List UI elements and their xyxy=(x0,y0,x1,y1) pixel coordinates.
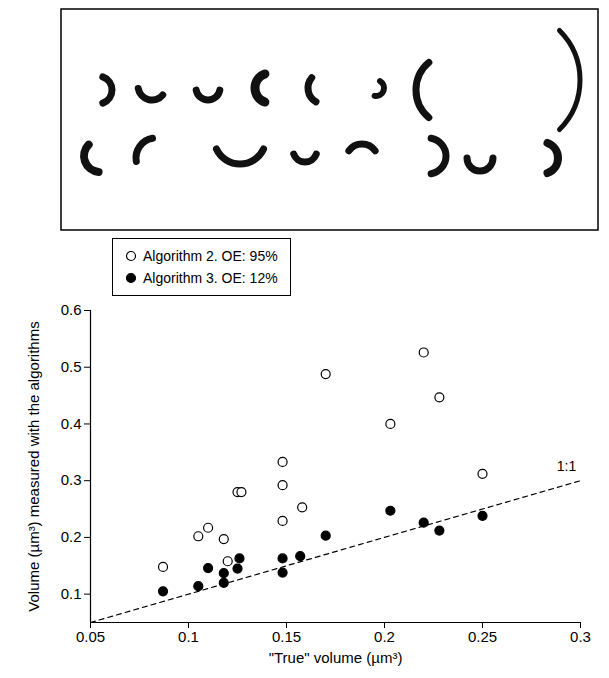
svg-text:0.2: 0.2 xyxy=(374,628,395,645)
svg-text:0.05: 0.05 xyxy=(76,628,105,645)
svg-text:Volume (µm³) measured with the: Volume (µm³) measured with the algorithm… xyxy=(25,321,42,611)
svg-text:0.2: 0.2 xyxy=(61,528,82,545)
svg-text:0.1: 0.1 xyxy=(61,585,82,602)
svg-text:0.15: 0.15 xyxy=(272,628,301,645)
svg-text:0.6: 0.6 xyxy=(61,301,82,318)
svg-text:0.4: 0.4 xyxy=(61,415,82,432)
svg-text:0.3: 0.3 xyxy=(61,471,82,488)
html-text:Algorithm 2. OE: 95%: Algorithm 2. OE: 95% xyxy=(143,248,278,264)
svg-text:1:1: 1:1 xyxy=(557,458,577,474)
svg-text:0.1: 0.1 xyxy=(178,628,199,645)
svg-text:0.5: 0.5 xyxy=(61,358,82,375)
svg-text:"True" volume (µm³): "True" volume (µm³) xyxy=(269,649,403,666)
svg-text:0.25: 0.25 xyxy=(468,628,497,645)
html-text:Algorithm 3. OE: 12%: Algorithm 3. OE: 12% xyxy=(143,270,278,286)
svg-text:0.3: 0.3 xyxy=(570,628,591,645)
